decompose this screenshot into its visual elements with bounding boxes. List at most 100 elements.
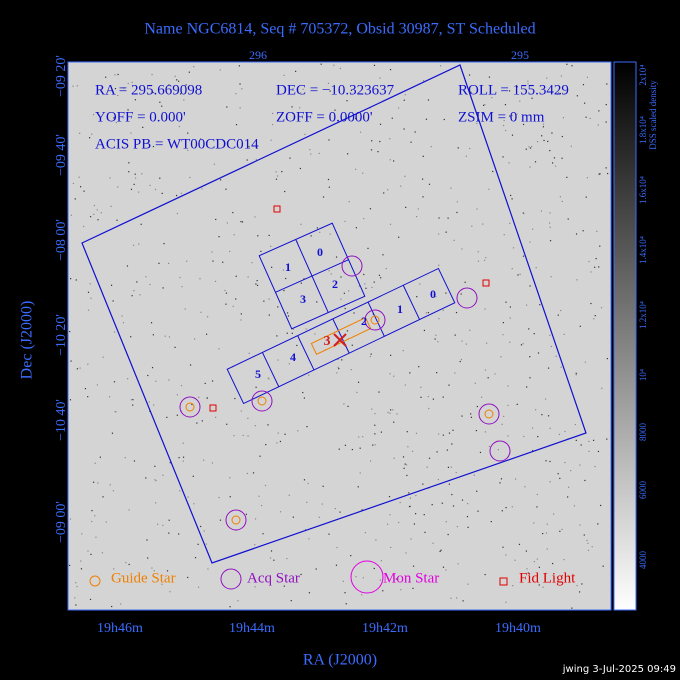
star [235,124,238,126]
star [535,409,537,411]
star [102,496,104,498]
star [158,262,160,264]
star [545,532,548,534]
star [558,433,561,436]
star [461,415,463,417]
star [483,259,486,261]
star [358,436,360,438]
star [442,434,444,436]
star [442,309,444,311]
star [418,366,420,368]
star [484,369,487,371]
star [339,67,342,70]
star [564,93,566,95]
star [500,356,502,358]
star [289,157,291,159]
star [329,90,331,92]
star [563,558,565,561]
star [553,513,555,515]
star [153,570,155,572]
star [309,149,311,151]
star [75,604,77,606]
star [404,175,406,177]
bottom-tick-label: 19h46m [97,621,143,636]
star [288,363,290,365]
star [459,360,461,363]
star [87,550,89,552]
star [402,456,405,458]
star [133,290,135,292]
star [240,319,242,321]
star [445,569,447,571]
star [549,149,551,152]
star [482,223,484,225]
star [480,396,483,398]
star [310,235,312,237]
star [371,140,373,142]
star [178,125,180,128]
star [509,115,511,117]
star [520,344,523,346]
i-array [258,222,366,330]
star [479,451,482,454]
star [517,274,519,276]
star [598,173,600,175]
star [494,373,496,375]
star [100,212,102,214]
star [239,107,241,109]
star [182,456,185,458]
star [281,170,283,173]
star [422,483,424,485]
star [350,369,352,371]
star [80,568,83,570]
star [455,311,458,314]
star [505,507,507,509]
star [305,328,307,330]
star [277,432,279,434]
star [254,586,256,588]
star [327,339,329,341]
star [318,152,320,155]
star [181,286,183,288]
info-text: YOFF = 0.000' [95,109,186,125]
chip-label: 1 [397,302,403,316]
star [322,485,324,487]
star [282,269,285,271]
star [456,526,459,528]
star [559,196,562,198]
star [583,534,585,536]
star [465,155,467,157]
star [508,162,510,164]
star [551,132,553,134]
star [443,118,445,121]
star [448,483,450,485]
star [547,140,549,143]
star [321,503,323,505]
star [605,104,607,106]
star [80,186,82,188]
star [113,381,116,383]
star [254,544,256,546]
star [185,84,187,86]
star [124,457,126,459]
star [516,86,518,88]
star [589,117,591,120]
star [527,572,529,574]
star [70,360,72,362]
star [69,518,72,520]
star [547,367,550,369]
star [109,177,111,179]
star [302,88,304,90]
star [176,414,178,416]
star [435,334,437,336]
star [127,378,129,380]
star [161,583,163,585]
chip-label: 1 [285,260,291,274]
star [189,176,191,179]
star [416,215,418,218]
star [529,166,531,168]
star [501,510,503,512]
star [586,539,588,542]
star [502,156,504,158]
star [582,84,585,86]
